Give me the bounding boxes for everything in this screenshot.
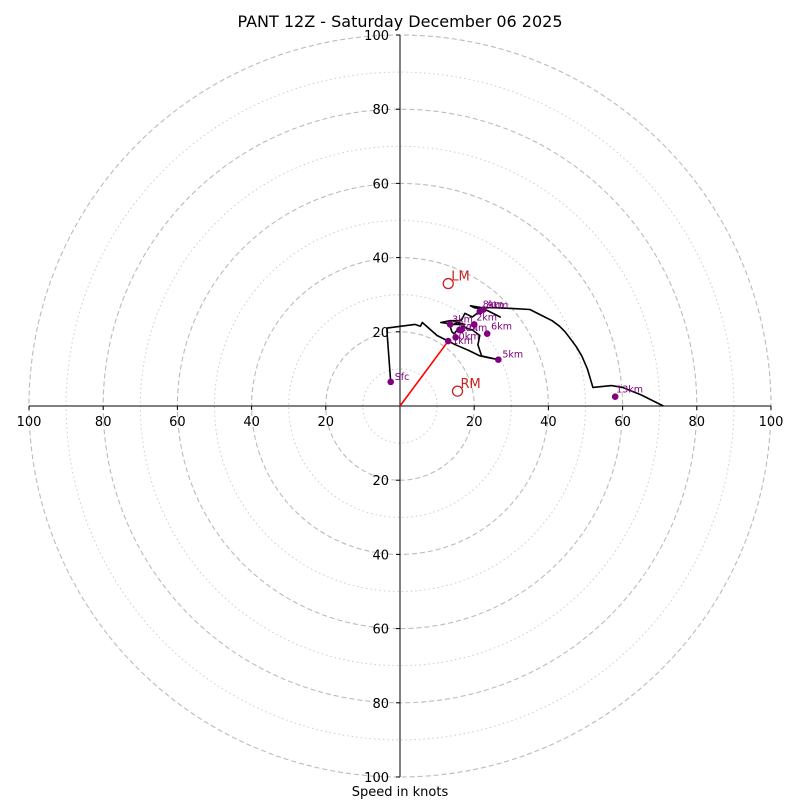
x-tick-label: 60 [169, 415, 186, 430]
height-marker-point [495, 356, 502, 363]
x-tick-label: 20 [318, 415, 335, 430]
height-marker-point [387, 378, 395, 386]
x-tick-label: 20 [466, 415, 483, 430]
y-tick-label: 100 [364, 29, 389, 44]
wind-trace-group [386, 304, 664, 407]
height-marker-point [452, 334, 459, 341]
height-marker-label: 12km [460, 323, 487, 334]
height-marker-label: 8km [483, 299, 504, 310]
height-marker-label: 3km [452, 314, 473, 325]
height-marker-label: 4km [457, 323, 478, 334]
x-axis-label: Speed in knots [352, 785, 449, 800]
y-tick-label: 60 [372, 623, 389, 638]
height-marker-label: 6km [491, 322, 512, 333]
height-marker-label: Sfc [395, 372, 410, 383]
mean-wind-vector [399, 340, 449, 407]
wind-trace-line [386, 304, 664, 407]
storm-motion-marker [442, 277, 454, 290]
x-tick-label: 40 [243, 415, 260, 430]
height-marker-point [611, 393, 619, 401]
storm-motion-marker [451, 385, 464, 397]
height-marker-label: 2km [476, 312, 497, 323]
x-tick-label: 60 [614, 415, 631, 430]
x-tick-label: 100 [759, 415, 784, 430]
x-tick-label: 100 [17, 415, 42, 430]
y-tick-label: 80 [372, 103, 389, 118]
height-marker-point [446, 321, 454, 328]
y-tick-label: 40 [372, 252, 389, 267]
height-marker-label: 10km [453, 331, 480, 342]
tick-labels: 100 80 60 40 20 20 40 60 80 100 100 80 60 40 20 20 40 60 8… [17, 29, 784, 786]
x-tick-label: 80 [689, 415, 706, 430]
height-marker-label: 1km [452, 336, 473, 347]
x-tick-label: 40 [540, 415, 557, 430]
height-marker-point [444, 337, 452, 345]
y-tick-label: 20 [372, 474, 389, 489]
height-marker-label: 5km [502, 350, 523, 361]
storm-motion-label: RM [461, 377, 481, 392]
height-marker-label: 13km [616, 385, 643, 396]
x-tick-label: 80 [95, 415, 112, 430]
chart-title: PANT 12Z - Saturday December 06 2025 [237, 12, 562, 31]
storm-motion-label: LM [451, 270, 469, 285]
height-marker-point [480, 306, 487, 313]
height-marker-point [470, 321, 478, 328]
height-marker-point [483, 330, 491, 337]
y-tick-label: 20 [372, 326, 389, 341]
y-tick-label: 60 [372, 177, 389, 192]
height-marker-label: 9km [487, 301, 508, 312]
y-tick-label: 80 [372, 697, 389, 712]
storm-motion-markers: LM RM [442, 270, 481, 397]
y-tick-label: 40 [372, 548, 389, 563]
height-marker-point [456, 326, 463, 334]
y-tick-label: 100 [364, 771, 389, 786]
